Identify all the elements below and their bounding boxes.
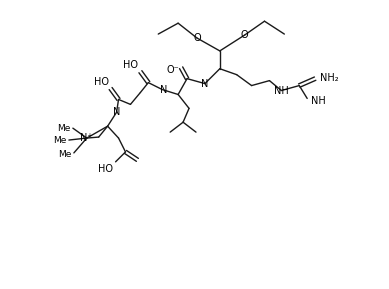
Text: HO: HO (94, 77, 109, 87)
Text: HO: HO (98, 164, 112, 174)
Text: NH: NH (311, 97, 326, 106)
Text: N: N (159, 85, 167, 95)
Text: Me: Me (58, 124, 71, 133)
Text: Me: Me (54, 136, 67, 144)
Text: HO: HO (123, 60, 138, 70)
Text: N: N (113, 107, 120, 117)
Text: N: N (201, 79, 209, 89)
Text: N⁺: N⁺ (81, 133, 93, 143)
Text: O: O (193, 33, 201, 43)
Text: O: O (241, 30, 249, 40)
Text: NH: NH (274, 86, 289, 96)
Text: Me: Me (58, 150, 72, 160)
Text: NH₂: NH₂ (320, 73, 339, 83)
Text: O⁻: O⁻ (166, 65, 179, 75)
